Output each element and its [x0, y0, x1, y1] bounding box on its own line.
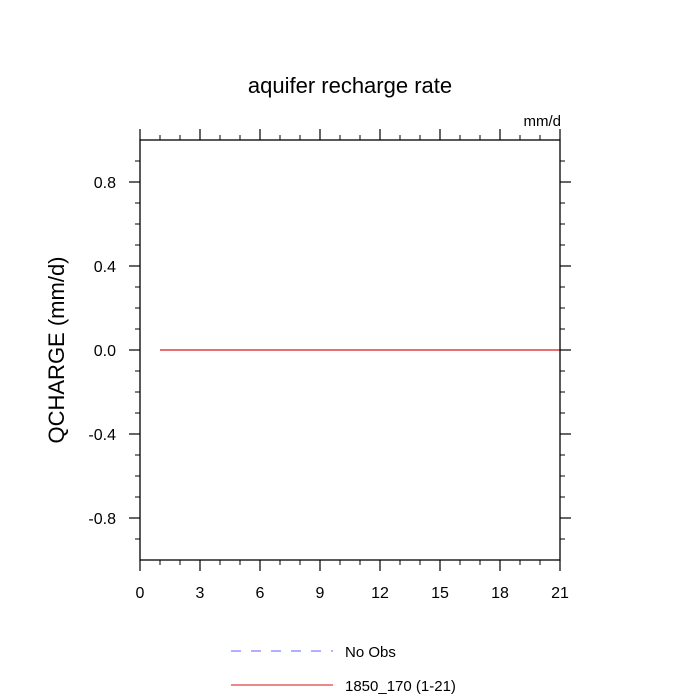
axes-layer: 0 3 6 9 12 15 18 21 -0.8 -0.4 0.0 0.4 0.8: [88, 129, 571, 602]
x-tick-label: 9: [316, 585, 325, 602]
x-tick-label: 18: [491, 585, 509, 602]
units-label: mm/d: [524, 113, 562, 130]
y-tick-label: -0.4: [88, 427, 116, 444]
x-tick-label: 21: [551, 585, 569, 602]
y-tick-label: -0.8: [88, 511, 116, 528]
legend-label-2: 1850_170 (1-21): [345, 678, 456, 695]
legend-label-1: No Obs: [345, 644, 396, 661]
y-tick-label: 0.8: [94, 175, 116, 192]
x-tick-label: 3: [196, 585, 205, 602]
y-tick-label: 0.4: [94, 259, 116, 276]
legend: No Obs 1850_170 (1-21): [231, 644, 456, 695]
y-tick-label: 0.0: [94, 343, 116, 360]
y-axis-label: QCHARGE (mm/d): [44, 257, 69, 444]
x-tick-label: 12: [371, 585, 389, 602]
x-tick-label: 0: [136, 585, 145, 602]
chart-title: aquifer recharge rate: [248, 73, 452, 98]
x-tick-label: 6: [256, 585, 265, 602]
x-tick-label: 15: [431, 585, 449, 602]
